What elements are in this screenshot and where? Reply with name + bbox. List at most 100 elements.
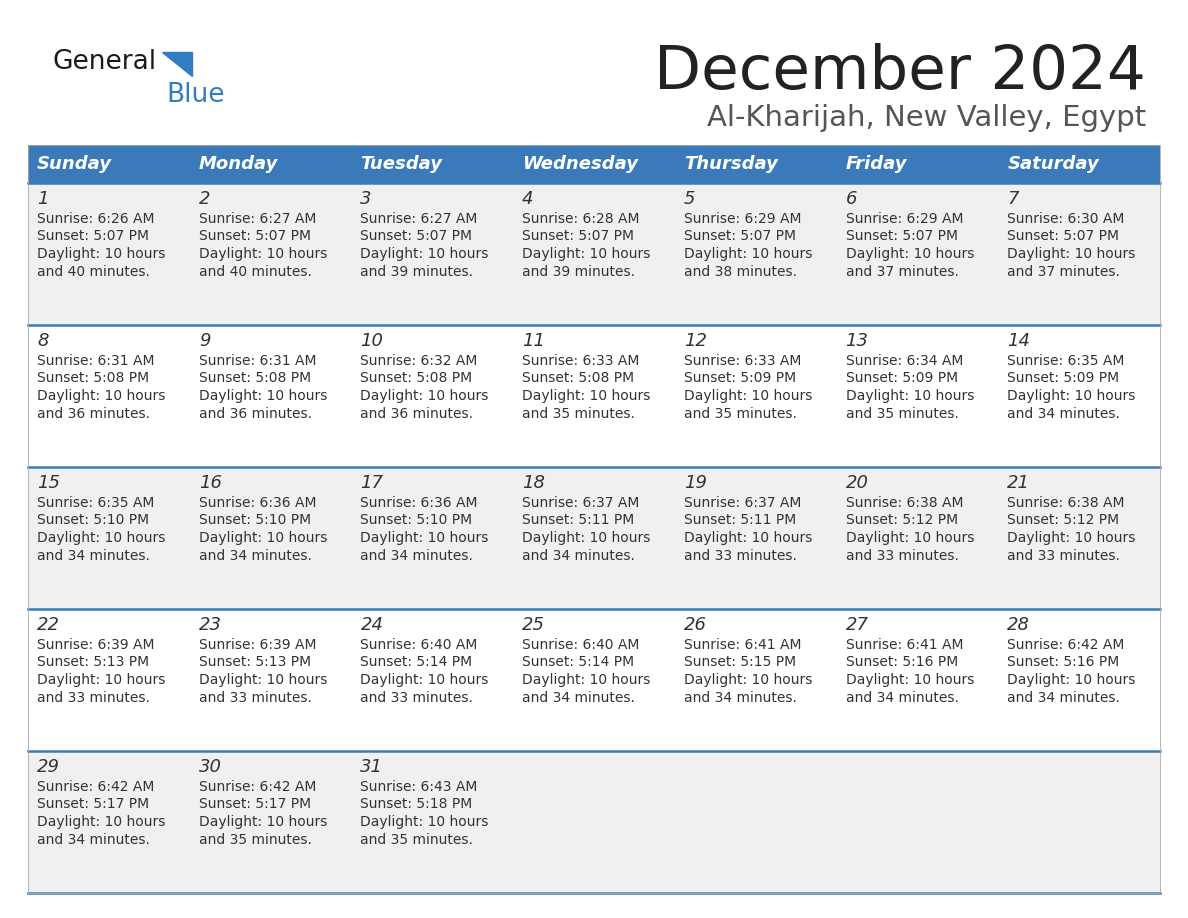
Text: Sunrise: 6:40 AM: Sunrise: 6:40 AM bbox=[360, 638, 478, 652]
Text: and 36 minutes.: and 36 minutes. bbox=[360, 407, 474, 420]
Text: Sunrise: 6:40 AM: Sunrise: 6:40 AM bbox=[523, 638, 639, 652]
Text: Sunset: 5:08 PM: Sunset: 5:08 PM bbox=[37, 372, 150, 386]
Text: Sunrise: 6:42 AM: Sunrise: 6:42 AM bbox=[37, 780, 154, 794]
Text: Sunset: 5:11 PM: Sunset: 5:11 PM bbox=[523, 513, 634, 528]
Text: Daylight: 10 hours: Daylight: 10 hours bbox=[684, 247, 813, 261]
Text: Sunset: 5:07 PM: Sunset: 5:07 PM bbox=[198, 230, 311, 243]
Bar bbox=[836, 145, 998, 183]
Text: and 37 minutes.: and 37 minutes. bbox=[1007, 264, 1120, 278]
Text: Sunrise: 6:28 AM: Sunrise: 6:28 AM bbox=[523, 212, 639, 226]
Text: Al-Kharijah, New Valley, Egypt: Al-Kharijah, New Valley, Egypt bbox=[707, 104, 1146, 132]
Text: and 35 minutes.: and 35 minutes. bbox=[523, 407, 636, 420]
Text: and 34 minutes.: and 34 minutes. bbox=[360, 548, 473, 563]
Text: Daylight: 10 hours: Daylight: 10 hours bbox=[37, 673, 165, 687]
Text: and 34 minutes.: and 34 minutes. bbox=[198, 548, 311, 563]
Text: Sunrise: 6:32 AM: Sunrise: 6:32 AM bbox=[360, 354, 478, 368]
Text: Sunrise: 6:37 AM: Sunrise: 6:37 AM bbox=[684, 496, 801, 510]
Text: and 33 minutes.: and 33 minutes. bbox=[846, 548, 959, 563]
Text: Daylight: 10 hours: Daylight: 10 hours bbox=[684, 673, 813, 687]
Text: Daylight: 10 hours: Daylight: 10 hours bbox=[1007, 389, 1136, 403]
Text: 18: 18 bbox=[523, 474, 545, 492]
Text: General: General bbox=[52, 49, 156, 75]
Text: Sunrise: 6:42 AM: Sunrise: 6:42 AM bbox=[198, 780, 316, 794]
Text: Daylight: 10 hours: Daylight: 10 hours bbox=[846, 389, 974, 403]
Text: 28: 28 bbox=[1007, 616, 1030, 634]
Text: Sunset: 5:11 PM: Sunset: 5:11 PM bbox=[684, 513, 796, 528]
Text: Sunset: 5:10 PM: Sunset: 5:10 PM bbox=[37, 513, 150, 528]
Text: Sunday: Sunday bbox=[37, 155, 112, 173]
Text: Daylight: 10 hours: Daylight: 10 hours bbox=[1007, 531, 1136, 545]
Text: and 34 minutes.: and 34 minutes. bbox=[523, 548, 636, 563]
Text: Sunset: 5:07 PM: Sunset: 5:07 PM bbox=[684, 230, 796, 243]
Text: Monday: Monday bbox=[198, 155, 278, 173]
Text: and 40 minutes.: and 40 minutes. bbox=[198, 264, 311, 278]
Text: Sunset: 5:12 PM: Sunset: 5:12 PM bbox=[1007, 513, 1119, 528]
Text: December 2024: December 2024 bbox=[655, 42, 1146, 102]
Text: Sunset: 5:13 PM: Sunset: 5:13 PM bbox=[37, 655, 150, 669]
Text: 20: 20 bbox=[846, 474, 868, 492]
Text: 15: 15 bbox=[37, 474, 61, 492]
Text: and 40 minutes.: and 40 minutes. bbox=[37, 264, 150, 278]
Text: Sunset: 5:17 PM: Sunset: 5:17 PM bbox=[37, 798, 150, 812]
Text: and 36 minutes.: and 36 minutes. bbox=[198, 407, 311, 420]
Text: Sunset: 5:17 PM: Sunset: 5:17 PM bbox=[198, 798, 311, 812]
Text: and 35 minutes.: and 35 minutes. bbox=[684, 407, 797, 420]
Text: Sunset: 5:09 PM: Sunset: 5:09 PM bbox=[684, 372, 796, 386]
Text: Daylight: 10 hours: Daylight: 10 hours bbox=[37, 531, 165, 545]
Text: 16: 16 bbox=[198, 474, 222, 492]
Text: Daylight: 10 hours: Daylight: 10 hours bbox=[846, 247, 974, 261]
Text: and 38 minutes.: and 38 minutes. bbox=[684, 264, 797, 278]
Text: Sunset: 5:10 PM: Sunset: 5:10 PM bbox=[360, 513, 473, 528]
Text: 19: 19 bbox=[684, 474, 707, 492]
Text: and 33 minutes.: and 33 minutes. bbox=[37, 690, 150, 704]
Text: Sunrise: 6:31 AM: Sunrise: 6:31 AM bbox=[37, 354, 154, 368]
Text: 10: 10 bbox=[360, 332, 384, 350]
Text: Daylight: 10 hours: Daylight: 10 hours bbox=[360, 247, 488, 261]
Bar bbox=[998, 145, 1159, 183]
Text: 13: 13 bbox=[846, 332, 868, 350]
Text: Daylight: 10 hours: Daylight: 10 hours bbox=[1007, 247, 1136, 261]
Text: Daylight: 10 hours: Daylight: 10 hours bbox=[684, 531, 813, 545]
Text: 12: 12 bbox=[684, 332, 707, 350]
Text: 31: 31 bbox=[360, 758, 384, 776]
Bar bbox=[29, 467, 1159, 609]
Text: and 35 minutes.: and 35 minutes. bbox=[846, 407, 959, 420]
Text: Daylight: 10 hours: Daylight: 10 hours bbox=[37, 815, 165, 829]
Text: Sunset: 5:18 PM: Sunset: 5:18 PM bbox=[360, 798, 473, 812]
Text: Sunrise: 6:29 AM: Sunrise: 6:29 AM bbox=[846, 212, 963, 226]
Text: Sunrise: 6:29 AM: Sunrise: 6:29 AM bbox=[684, 212, 802, 226]
Text: 17: 17 bbox=[360, 474, 384, 492]
Text: Daylight: 10 hours: Daylight: 10 hours bbox=[523, 531, 651, 545]
Text: Sunset: 5:15 PM: Sunset: 5:15 PM bbox=[684, 655, 796, 669]
Text: Blue: Blue bbox=[166, 82, 225, 108]
Text: Sunset: 5:07 PM: Sunset: 5:07 PM bbox=[1007, 230, 1119, 243]
Text: and 37 minutes.: and 37 minutes. bbox=[846, 264, 959, 278]
Text: and 36 minutes.: and 36 minutes. bbox=[37, 407, 150, 420]
Text: Daylight: 10 hours: Daylight: 10 hours bbox=[360, 673, 488, 687]
Text: 29: 29 bbox=[37, 758, 61, 776]
Text: 6: 6 bbox=[846, 190, 857, 208]
Text: Sunrise: 6:33 AM: Sunrise: 6:33 AM bbox=[523, 354, 639, 368]
Text: Sunset: 5:09 PM: Sunset: 5:09 PM bbox=[846, 372, 958, 386]
Text: and 35 minutes.: and 35 minutes. bbox=[198, 833, 311, 846]
Text: and 33 minutes.: and 33 minutes. bbox=[360, 690, 473, 704]
Text: Sunset: 5:07 PM: Sunset: 5:07 PM bbox=[360, 230, 473, 243]
Bar bbox=[29, 183, 1159, 325]
Text: and 35 minutes.: and 35 minutes. bbox=[360, 833, 473, 846]
Text: 3: 3 bbox=[360, 190, 372, 208]
Text: Sunrise: 6:42 AM: Sunrise: 6:42 AM bbox=[1007, 638, 1125, 652]
Text: Daylight: 10 hours: Daylight: 10 hours bbox=[523, 247, 651, 261]
Text: 24: 24 bbox=[360, 616, 384, 634]
Text: 27: 27 bbox=[846, 616, 868, 634]
Text: Daylight: 10 hours: Daylight: 10 hours bbox=[37, 389, 165, 403]
Text: Sunset: 5:16 PM: Sunset: 5:16 PM bbox=[1007, 655, 1119, 669]
Text: and 33 minutes.: and 33 minutes. bbox=[198, 690, 311, 704]
Text: Sunrise: 6:30 AM: Sunrise: 6:30 AM bbox=[1007, 212, 1125, 226]
Text: and 39 minutes.: and 39 minutes. bbox=[360, 264, 474, 278]
Text: and 34 minutes.: and 34 minutes. bbox=[523, 690, 636, 704]
Text: Daylight: 10 hours: Daylight: 10 hours bbox=[198, 389, 327, 403]
Text: Sunset: 5:16 PM: Sunset: 5:16 PM bbox=[846, 655, 958, 669]
Text: Sunset: 5:07 PM: Sunset: 5:07 PM bbox=[846, 230, 958, 243]
Text: Sunrise: 6:38 AM: Sunrise: 6:38 AM bbox=[846, 496, 963, 510]
Text: Daylight: 10 hours: Daylight: 10 hours bbox=[198, 815, 327, 829]
